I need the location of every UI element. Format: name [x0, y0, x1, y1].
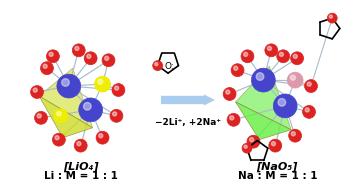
Text: O:: O: [164, 62, 174, 71]
Circle shape [241, 50, 254, 63]
Circle shape [265, 44, 278, 57]
Circle shape [329, 15, 332, 18]
Circle shape [277, 50, 290, 63]
Circle shape [293, 54, 297, 58]
Text: Li : M = 1 : 1: Li : M = 1 : 1 [44, 171, 118, 181]
Circle shape [46, 50, 59, 63]
Circle shape [79, 98, 103, 122]
Text: [NaO₅]: [NaO₅] [257, 162, 298, 172]
Circle shape [273, 94, 297, 118]
Circle shape [115, 86, 119, 90]
Circle shape [244, 52, 248, 56]
Circle shape [74, 139, 87, 152]
Polygon shape [39, 96, 93, 138]
Circle shape [227, 113, 240, 126]
Circle shape [37, 114, 41, 118]
Circle shape [55, 136, 59, 140]
Polygon shape [235, 66, 291, 130]
Circle shape [247, 135, 260, 148]
Circle shape [30, 86, 44, 98]
Text: [LiO₄]: [LiO₄] [63, 162, 98, 172]
Circle shape [62, 79, 69, 86]
Circle shape [267, 46, 272, 50]
Circle shape [256, 73, 264, 80]
Circle shape [52, 133, 65, 146]
Circle shape [113, 112, 117, 116]
Circle shape [57, 74, 81, 98]
Circle shape [303, 105, 315, 118]
Polygon shape [39, 68, 93, 128]
Circle shape [102, 54, 115, 67]
Circle shape [291, 132, 295, 136]
Circle shape [110, 109, 123, 122]
Circle shape [155, 63, 158, 66]
Circle shape [234, 66, 238, 70]
Circle shape [35, 111, 47, 124]
Circle shape [242, 143, 252, 153]
Circle shape [95, 76, 110, 92]
Circle shape [75, 46, 79, 50]
Circle shape [287, 72, 303, 88]
Circle shape [305, 108, 309, 112]
Circle shape [226, 90, 230, 94]
FancyArrowPatch shape [161, 94, 215, 105]
Circle shape [54, 109, 68, 123]
Circle shape [57, 112, 61, 116]
Circle shape [40, 62, 53, 75]
Circle shape [279, 52, 284, 56]
Circle shape [98, 79, 103, 84]
Circle shape [33, 88, 37, 92]
Circle shape [250, 138, 254, 142]
Circle shape [96, 131, 109, 144]
Circle shape [291, 52, 304, 65]
Circle shape [223, 88, 236, 101]
Circle shape [77, 142, 81, 146]
Circle shape [230, 116, 234, 120]
Circle shape [307, 82, 311, 86]
Circle shape [278, 98, 286, 106]
Circle shape [105, 56, 109, 60]
Text: −2Li⁺, +2Na⁺: −2Li⁺, +2Na⁺ [155, 118, 221, 127]
Circle shape [251, 68, 275, 92]
Circle shape [244, 145, 247, 148]
Circle shape [87, 54, 91, 58]
Circle shape [112, 84, 125, 97]
Circle shape [49, 52, 53, 56]
Circle shape [231, 64, 244, 77]
Circle shape [289, 129, 302, 142]
Circle shape [84, 102, 91, 110]
Circle shape [304, 80, 318, 92]
Circle shape [327, 13, 337, 23]
Circle shape [99, 134, 103, 138]
Circle shape [272, 142, 275, 146]
Circle shape [84, 52, 97, 65]
Circle shape [290, 75, 296, 80]
Circle shape [72, 44, 85, 57]
Circle shape [43, 64, 47, 68]
Text: Na : M = 1 : 1: Na : M = 1 : 1 [238, 171, 317, 181]
Circle shape [153, 61, 162, 70]
Circle shape [269, 139, 282, 152]
Polygon shape [235, 102, 291, 140]
